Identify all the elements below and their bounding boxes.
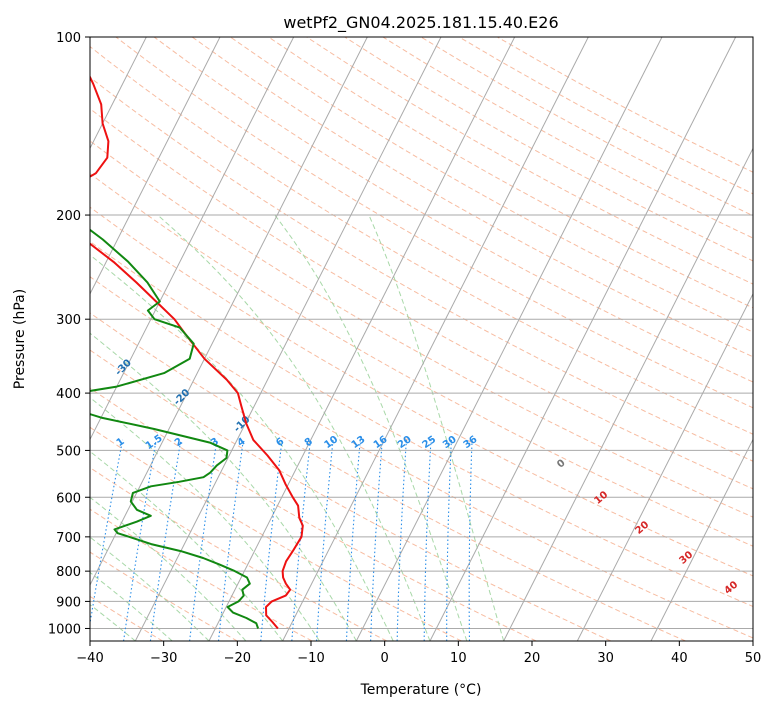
- mixing-ratio-line: [217, 439, 244, 641]
- isotherm-line: [503, 147, 753, 641]
- mixing-ratio-line: [260, 439, 283, 641]
- mixing-ratio-line: [291, 439, 312, 641]
- mixing-ratio-line: [370, 439, 383, 641]
- x-tick-label: 20: [524, 651, 541, 666]
- x-tick-label: −10: [297, 651, 324, 666]
- moist-adiabat: [157, 214, 431, 641]
- dry-adiabat: [90, 45, 753, 435]
- x-tick-label: 30: [597, 651, 614, 666]
- mixing-ratio-line: [446, 439, 452, 641]
- isotherm-line: [355, 37, 663, 641]
- temperature-profile: [90, 74, 304, 630]
- moist-adiabat: [274, 214, 468, 641]
- x-tick-label: −20: [224, 651, 251, 666]
- dry-adiabat: [90, 426, 462, 641]
- dry-adiabat: [90, 108, 753, 490]
- mixing-ratio-line: [90, 439, 124, 627]
- x-tick-label: −40: [76, 651, 103, 666]
- isotherm-line: [208, 37, 516, 641]
- dry-adiabat: [268, 37, 753, 309]
- mixing-ratio-line: [189, 439, 218, 641]
- y-tick-label: 500: [56, 444, 81, 459]
- dry-adiabat: [90, 206, 753, 577]
- dry-adiabat: [306, 37, 753, 285]
- mixing-ratio-line: [149, 439, 182, 641]
- x-axis: −40 −30 −20 −10 0 10 20 30 40 50: [76, 641, 761, 666]
- x-tick-label: −30: [150, 651, 177, 666]
- moist-adiabat: [368, 214, 505, 641]
- moist-adiabat: [90, 496, 247, 641]
- isotherm-line: [90, 37, 147, 150]
- isotherm-line: [134, 37, 442, 641]
- dry-adiabat: [90, 551, 238, 641]
- x-axis-label: Temperature (°C): [360, 682, 482, 698]
- y-tick-label: 100: [56, 31, 81, 46]
- dry-adiabat: [90, 276, 753, 639]
- isotherm-line: [90, 37, 295, 441]
- isotherm-line: [282, 37, 589, 641]
- moist-adiabat: [90, 571, 173, 641]
- isotherm-line: [429, 37, 737, 641]
- moist-adiabat: [90, 396, 320, 641]
- isotherm-line: [90, 37, 221, 295]
- plot-frame: [89, 36, 754, 642]
- y-tick-label: 300: [56, 313, 81, 328]
- isotherm-line: [576, 292, 753, 641]
- y-tick-label: 600: [56, 491, 81, 506]
- mixing-ratio-line: [468, 439, 473, 641]
- mixing-ratio-line: [345, 439, 361, 641]
- dry-adiabat: [90, 467, 387, 641]
- sounding-profiles: [90, 74, 304, 630]
- mixing-ratio-line: [423, 439, 432, 641]
- isotherm-line: [90, 37, 368, 587]
- dry-adiabat: [230, 37, 753, 333]
- moist-adiabat: [90, 332, 357, 641]
- mixing-ratio-line: [396, 439, 407, 641]
- y-tick-label: 800: [56, 565, 81, 580]
- background-lines: [90, 37, 753, 641]
- y-tick-label: 1000: [48, 622, 81, 637]
- dry-adiabat: [90, 173, 753, 547]
- y-tick-label: 400: [56, 387, 81, 402]
- x-tick-label: 40: [671, 651, 688, 666]
- y-axis: 100 200 300 400 500 600 700 800 900 1000: [48, 31, 90, 637]
- dry-adiabat: [90, 387, 537, 641]
- isotherm-line: [650, 438, 753, 641]
- dry-adiabat: [90, 595, 163, 641]
- y-tick-label: 900: [56, 595, 81, 610]
- x-tick-label: 0: [381, 651, 389, 666]
- y-tick-label: 200: [56, 209, 81, 224]
- y-tick-label: 700: [56, 531, 81, 546]
- dry-adiabat: [90, 349, 612, 641]
- chart-title: wetPf2_GN04.2025.181.15.40.E26: [283, 13, 558, 33]
- x-tick-label: 10: [450, 651, 467, 666]
- dewpoint-profile: [90, 228, 260, 629]
- mixing-ratio-line: [316, 439, 334, 641]
- x-tick-label: 50: [745, 651, 762, 666]
- y-axis-label: Pressure (hPa): [12, 289, 28, 389]
